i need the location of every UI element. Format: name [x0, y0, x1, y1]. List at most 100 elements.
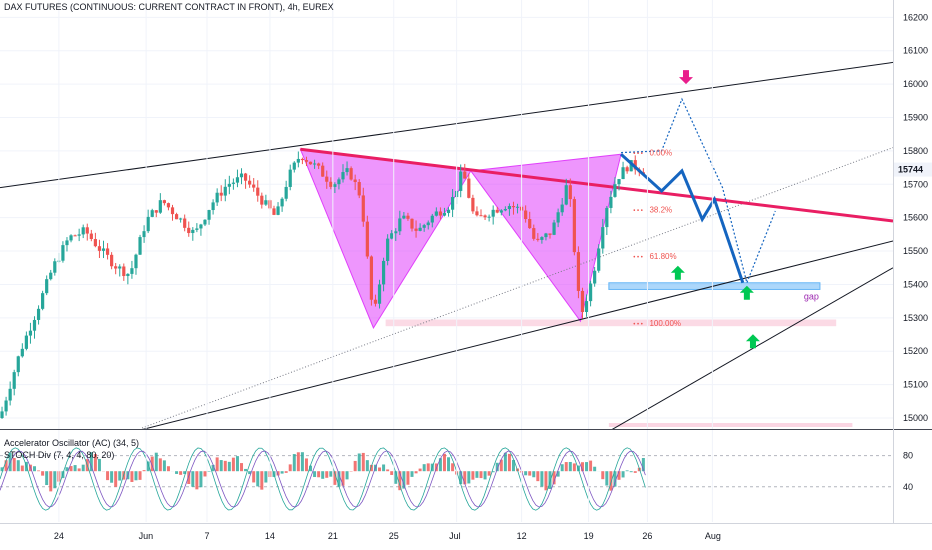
- candle-body: [381, 260, 386, 285]
- ac-bar: [175, 471, 179, 474]
- candle-body: [377, 284, 382, 304]
- ac-bar: [390, 471, 394, 475]
- indicator-ac-label[interactable]: Accelerator Oscillator (AC) (34, 5): [4, 438, 140, 448]
- price-tick-16100: 16100: [903, 46, 928, 56]
- candle-body: [373, 299, 378, 304]
- ac-bar: [414, 471, 418, 474]
- ac-bar: [589, 460, 593, 472]
- indicator-stoch-label[interactable]: STOCH Div (7, 4, 4, 80, 20): [4, 450, 115, 460]
- ac-bar: [142, 470, 146, 472]
- candle-body: [459, 171, 463, 191]
- candle-body: [434, 211, 438, 216]
- candle-body: [89, 233, 93, 240]
- ac-bar: [402, 471, 406, 489]
- candle-body: [264, 200, 268, 205]
- candle-body: [312, 163, 317, 165]
- candle-body: [333, 184, 337, 187]
- ac-bar: [629, 471, 633, 473]
- ac-bar: [572, 463, 576, 472]
- candle-body: [633, 160, 637, 170]
- candle-body: [605, 207, 609, 228]
- candle-body: [532, 228, 536, 239]
- ac-bar: [365, 460, 369, 472]
- candle-body: [134, 254, 138, 269]
- ac-bar: [479, 471, 483, 479]
- candle-body: [560, 204, 564, 213]
- ac-bar: [93, 454, 97, 472]
- ac-bar: [447, 457, 451, 472]
- ac-bar: [524, 471, 528, 476]
- candle-body: [491, 209, 495, 217]
- candle-body: [499, 210, 503, 213]
- ac-bar: [211, 464, 215, 472]
- ac-bar: [20, 465, 24, 472]
- channel-upper-line: [0, 61, 893, 189]
- ac-bar: [605, 471, 609, 486]
- ac-bar: [585, 462, 589, 472]
- ac-bar: [499, 459, 503, 472]
- ac-bar: [207, 471, 211, 472]
- candle-body: [150, 210, 154, 217]
- ac-bar: [37, 470, 41, 472]
- ac-bar: [81, 464, 85, 472]
- candle-body: [77, 234, 81, 236]
- candle-body: [341, 172, 345, 180]
- ac-bar: [564, 462, 568, 472]
- ac-bar: [118, 471, 122, 481]
- candle-body: [41, 293, 45, 309]
- candle-body: [446, 209, 451, 214]
- candle-body: [442, 213, 447, 216]
- candle-body: [256, 187, 260, 196]
- ac-bar: [191, 471, 195, 487]
- ac-bar: [329, 471, 333, 477]
- candle-body: [126, 273, 130, 277]
- candle-body: [166, 203, 171, 208]
- ac-bar: [503, 452, 507, 472]
- ac-bar: [471, 471, 475, 480]
- candle-body: [394, 231, 398, 234]
- ac-bar: [544, 471, 548, 491]
- fib-label-0.00%: 0.00%: [649, 149, 672, 158]
- time-tick-Jun: Jun: [139, 531, 154, 541]
- candle-body: [227, 183, 231, 187]
- candle-body: [422, 225, 426, 228]
- candle-body: [475, 211, 479, 216]
- ac-bar: [418, 468, 422, 472]
- candle-body: [81, 227, 85, 235]
- ac-bar: [483, 471, 487, 480]
- ac-bar: [495, 462, 499, 472]
- fib-dots: • • •: [633, 322, 643, 328]
- osc-tick-80: 80: [903, 451, 913, 461]
- ac-bar: [16, 460, 20, 472]
- ac-bar: [33, 466, 37, 472]
- candle-body: [183, 218, 187, 228]
- stoch-d-line: [0, 450, 646, 508]
- arrow-down-marker: [678, 70, 693, 85]
- ac-bar: [199, 471, 203, 488]
- candle-body: [195, 228, 199, 230]
- time-tick-21: 21: [328, 531, 338, 541]
- candle-body: [61, 245, 65, 261]
- candle-body: [8, 388, 12, 401]
- ac-bar: [325, 471, 329, 478]
- ac-bar: [195, 471, 199, 490]
- ac-bar: [361, 452, 365, 472]
- ac-bar: [130, 471, 134, 482]
- ac-bar: [231, 457, 235, 472]
- candle-body: [487, 216, 491, 218]
- ac-bar: [219, 460, 223, 472]
- ac-bar: [248, 471, 252, 475]
- ac-bar: [321, 471, 325, 479]
- ac-bar: [183, 471, 187, 474]
- candle-body: [609, 196, 613, 208]
- candle-body: [49, 272, 53, 280]
- ac-bar: [162, 460, 166, 472]
- candle-body: [138, 237, 142, 255]
- ac-bar: [442, 453, 446, 472]
- candle-body: [154, 210, 158, 213]
- ac-bar: [158, 458, 162, 472]
- last-price-tag: [894, 162, 932, 177]
- ac-bar: [378, 467, 382, 472]
- ac-bar: [235, 456, 239, 472]
